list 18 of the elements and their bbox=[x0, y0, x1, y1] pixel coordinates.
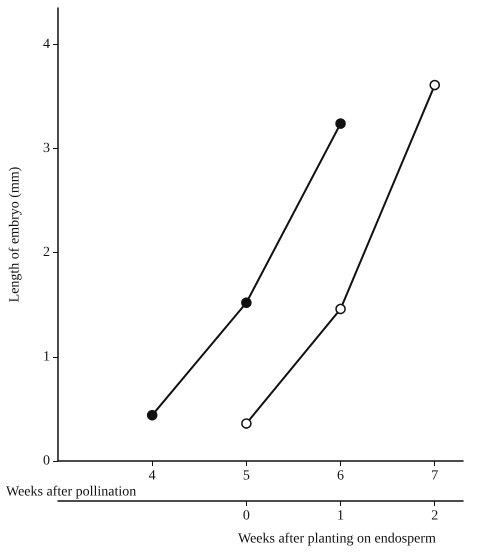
x-tick-label: 6 bbox=[337, 468, 344, 484]
y-tick-label: 4 bbox=[43, 36, 50, 52]
point bbox=[335, 118, 346, 129]
x-tick-label: 5 bbox=[242, 468, 250, 484]
point bbox=[241, 297, 252, 308]
x-tick-label: 4 bbox=[148, 468, 156, 484]
y-axis-title: Length of embryo (mm) bbox=[8, 166, 22, 302]
x-tick-label: 7 bbox=[431, 468, 438, 484]
x2-tick-label: 1 bbox=[337, 508, 344, 524]
x2-axis-title: Weeks after planting on endosperm bbox=[238, 532, 436, 546]
y-tick-label: 0 bbox=[43, 454, 50, 468]
y-tick-label: 2 bbox=[43, 245, 50, 260]
x2-tick-label: 2 bbox=[431, 508, 438, 524]
y-tick-label: 3 bbox=[43, 141, 50, 156]
y-tick-label: 1 bbox=[43, 349, 50, 364]
x-axis-title: Weeks after pollination bbox=[6, 484, 136, 500]
x2-tick-label: 0 bbox=[242, 508, 250, 524]
point bbox=[146, 410, 158, 420]
